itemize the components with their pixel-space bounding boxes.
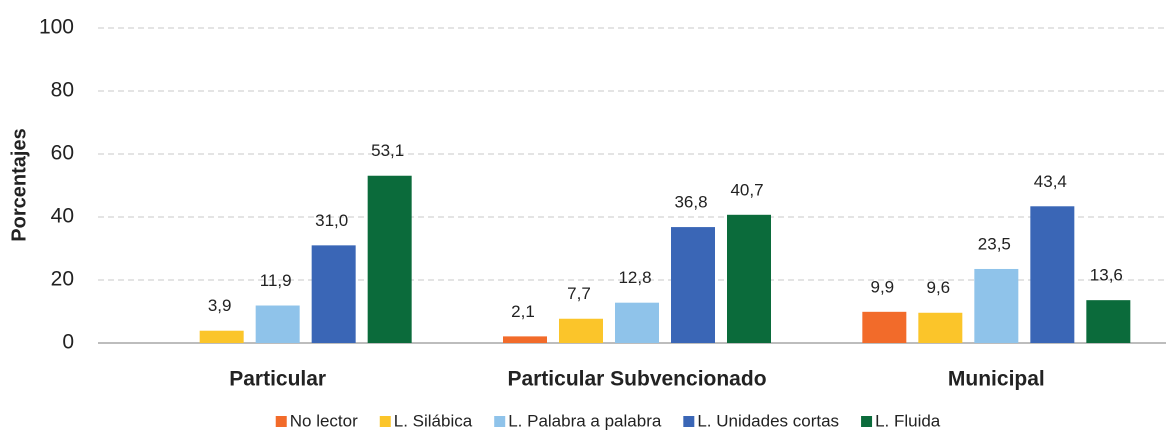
y-axis-title: Porcentajes <box>8 128 30 241</box>
bar <box>199 330 244 343</box>
bar <box>615 302 659 343</box>
x-tick-label: Municipal <box>948 368 1045 391</box>
value-label: 36,8 <box>674 193 707 212</box>
legend-swatch <box>494 416 506 427</box>
value-label: 11,9 <box>260 271 292 290</box>
bar <box>367 175 412 343</box>
bar <box>727 214 771 343</box>
bar <box>503 336 547 343</box>
y-tick-label: 0 <box>62 331 74 354</box>
bar <box>1030 206 1075 343</box>
value-label: 31,0 <box>315 211 348 230</box>
bar <box>311 245 356 343</box>
value-label: 9,6 <box>927 278 951 297</box>
bar <box>671 227 715 343</box>
value-label: 3,9 <box>208 296 232 315</box>
bar <box>918 312 963 343</box>
value-label: 7,7 <box>567 284 591 303</box>
legend-swatch <box>379 416 391 427</box>
legend-label: No lector <box>290 411 358 430</box>
bar <box>862 311 907 343</box>
bar <box>255 305 300 343</box>
bar <box>559 318 603 343</box>
legend-swatch <box>861 416 873 427</box>
y-tick-label: 100 <box>39 16 74 39</box>
x-tick-label: Particular <box>229 368 326 391</box>
y-tick-label: 80 <box>51 79 74 102</box>
y-tick-label: 40 <box>51 205 74 228</box>
value-label: 53,1 <box>371 141 404 160</box>
legend-label: L. Unidades cortas <box>697 411 839 430</box>
legend-label: L. Fluida <box>875 411 941 430</box>
legend-swatch <box>275 416 287 427</box>
y-tick-label: 60 <box>51 142 74 165</box>
legend-label: L. Silábica <box>394 411 473 430</box>
value-label: 12,8 <box>618 268 651 287</box>
value-label: 9,9 <box>871 277 895 296</box>
value-label: 13,6 <box>1090 266 1123 285</box>
legend-swatch <box>683 416 695 427</box>
y-tick-label: 20 <box>51 268 74 291</box>
value-label: 40,7 <box>730 180 763 199</box>
bar <box>974 268 1019 343</box>
value-label: 23,5 <box>978 234 1011 253</box>
value-label: 43,4 <box>1034 172 1067 191</box>
bar <box>1086 300 1131 343</box>
legend-label: L. Palabra a palabra <box>508 411 662 430</box>
x-tick-label: Particular Subvencionado <box>507 368 766 391</box>
value-label: 2,1 <box>511 302 535 321</box>
